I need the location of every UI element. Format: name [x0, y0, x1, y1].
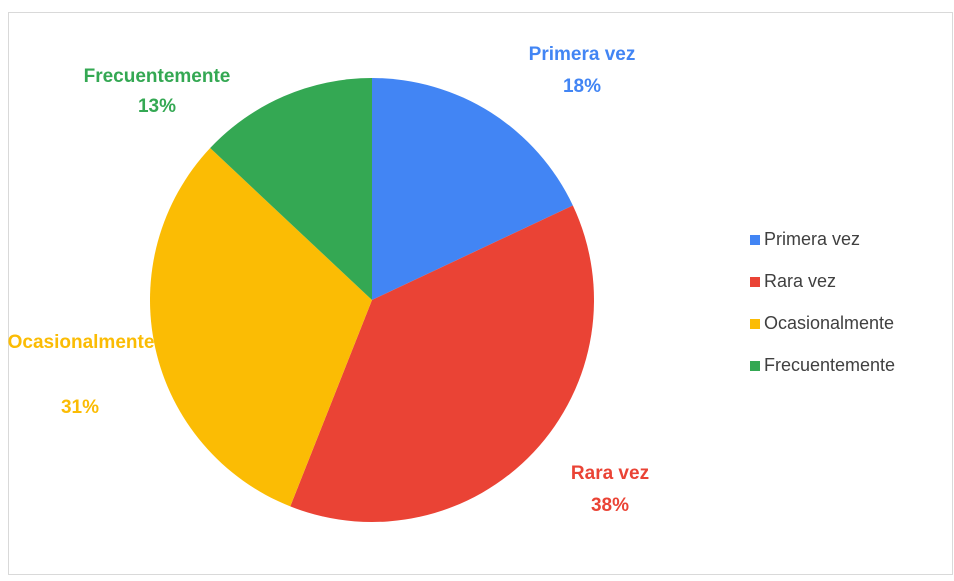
data-label-name: Primera vez: [529, 44, 636, 65]
legend-swatch: [750, 277, 760, 287]
pie-slice: [372, 78, 573, 300]
legend-swatch: [750, 319, 760, 329]
legend-label: Primera vez: [764, 229, 860, 249]
legend-swatch: [750, 361, 760, 371]
pie-slice: [149, 148, 372, 507]
data-label-name: Rara vez: [571, 463, 649, 484]
pie-slice: [290, 205, 595, 522]
data-label: 13%: [138, 96, 176, 117]
data-label: 31%: [61, 397, 99, 418]
data-label: 18%: [563, 76, 601, 97]
legend-label: Ocasionalmente: [764, 313, 894, 333]
legend-label: Rara vez: [764, 271, 836, 291]
pie-slice: [210, 78, 372, 300]
data-label-name: Ocasionalmente: [7, 332, 155, 353]
data-label: 38%: [591, 495, 629, 516]
legend-label: Frecuentemente: [764, 355, 895, 375]
chart-frame: [8, 12, 953, 575]
legend-swatch: [750, 235, 760, 245]
data-label-name: Frecuentemente: [84, 66, 231, 87]
